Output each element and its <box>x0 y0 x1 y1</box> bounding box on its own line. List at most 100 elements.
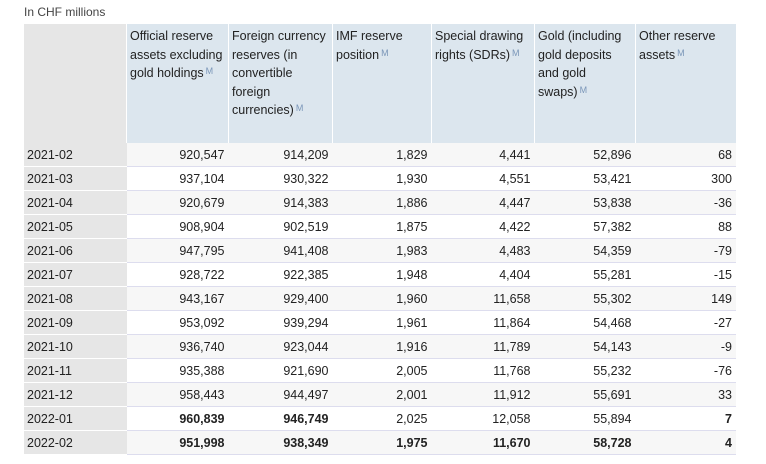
table-cell: 938,349 <box>228 430 333 455</box>
row-period: 2022-02 <box>24 430 127 455</box>
reserves-table: Official reserve assets excluding gold h… <box>24 24 736 455</box>
table-row: 2021-06 947,795 941,408 1,983 4,483 54,359 -79 <box>24 238 736 263</box>
metadata-link[interactable]: M <box>205 66 214 76</box>
table-cell: 11,789 <box>431 334 535 359</box>
table-cell: 53,421 <box>534 166 636 191</box>
table-cell: 53,838 <box>534 190 636 215</box>
table-cell: 1,961 <box>332 310 432 335</box>
table-cell: -36 <box>635 190 736 215</box>
row-period: 2021-09 <box>24 310 127 335</box>
table-cell: 33 <box>635 382 736 407</box>
metadata-link[interactable]: M <box>512 47 520 58</box>
row-period: 2021-11 <box>24 358 127 383</box>
table-cell: 52,896 <box>534 143 636 167</box>
table-cell: 936,740 <box>126 334 229 359</box>
table-cell: 939,294 <box>228 310 333 335</box>
table-cell: 55,894 <box>534 406 636 431</box>
table-cell: 11,864 <box>431 310 535 335</box>
table-cell: 928,722 <box>126 262 229 287</box>
table-cell: 902,519 <box>228 214 333 239</box>
table-cell: 921,690 <box>228 358 333 383</box>
table-row: 2021-10 936,740 923,044 1,916 11,789 54,143 -9 <box>24 334 736 359</box>
table-cell: 958,443 <box>126 382 229 407</box>
row-period: 2021-06 <box>24 238 127 263</box>
table-cell: 930,322 <box>228 166 333 191</box>
table-cell: 1,930 <box>332 166 432 191</box>
table-cell: 149 <box>635 286 736 311</box>
table-cell: 1,948 <box>332 262 432 287</box>
column-header: Other reserve assets M <box>635 24 736 143</box>
table-cell: 68 <box>635 143 736 167</box>
table-row: 2021-03 937,104 930,322 1,930 4,551 53,421 300 <box>24 166 736 191</box>
table-cell: 922,385 <box>228 262 333 287</box>
table-cell: 935,388 <box>126 358 229 383</box>
table-cell: 55,691 <box>534 382 636 407</box>
table-cell: 914,209 <box>228 143 333 167</box>
table-cell: 88 <box>635 214 736 239</box>
row-period: 2021-10 <box>24 334 127 359</box>
table-cell: 11,912 <box>431 382 535 407</box>
row-period: 2022-01 <box>24 406 127 431</box>
unit-caption: In CHF millions <box>24 5 106 19</box>
table-row: 2022-01 960,839 946,749 2,025 12,058 55,894 7 <box>24 406 736 431</box>
table-cell: 4,483 <box>431 238 535 263</box>
table-row: 2021-02 920,547 914,209 1,829 4,441 52,896 68 <box>24 143 736 167</box>
table-cell: 54,468 <box>534 310 636 335</box>
table-cell: 11,658 <box>431 286 535 311</box>
table-row: 2022-02 951,998 938,349 1,975 11,670 58,728 4 <box>24 430 736 455</box>
column-header: Official reserve assets excluding gold h… <box>126 24 229 143</box>
column-header-label: Foreign currency reserves (in convertibl… <box>232 29 326 117</box>
table-cell: 4,551 <box>431 166 535 191</box>
row-period: 2021-02 <box>24 143 127 167</box>
table-cell: 4 <box>635 430 736 455</box>
table-cell: 1,960 <box>332 286 432 311</box>
table-cell: 55,302 <box>534 286 636 311</box>
table-cell: 2,025 <box>332 406 432 431</box>
table-row: 2021-12 958,443 944,497 2,001 11,912 55,691 33 <box>24 382 736 407</box>
metadata-link[interactable]: M <box>295 103 304 113</box>
table-cell: 55,281 <box>534 262 636 287</box>
table-cell: 4,422 <box>431 214 535 239</box>
table-cell: 920,679 <box>126 190 229 215</box>
column-header: IMF reserve position M <box>332 24 432 143</box>
table-body: 2021-02 920,547 914,209 1,829 4,441 52,896 68 2… <box>24 143 736 455</box>
table-cell: 946,749 <box>228 406 333 431</box>
table-cell: -9 <box>635 334 736 359</box>
table-cell: 1,875 <box>332 214 432 239</box>
table-cell: 920,547 <box>126 143 229 167</box>
table-cell: 7 <box>635 406 736 431</box>
table-cell: 4,404 <box>431 262 535 287</box>
corner-cell <box>24 24 127 143</box>
table-cell: 2,005 <box>332 358 432 383</box>
column-header: Gold (including gold deposits and gold s… <box>534 24 636 143</box>
metadata-link[interactable]: M <box>677 47 685 58</box>
table-cell: 55,232 <box>534 358 636 383</box>
table-cell: 58,728 <box>534 430 636 455</box>
table-cell: -79 <box>635 238 736 263</box>
table-cell: 2,001 <box>332 382 432 407</box>
table-cell: 1,916 <box>332 334 432 359</box>
table-cell: 4,447 <box>431 190 535 215</box>
table-cell: 960,839 <box>126 406 229 431</box>
table-cell: 914,383 <box>228 190 333 215</box>
metadata-link[interactable]: M <box>579 84 588 95</box>
table-cell: 54,143 <box>534 334 636 359</box>
column-header-label: Gold (including gold deposits and gold s… <box>538 29 622 99</box>
table-row: 2021-07 928,722 922,385 1,948 4,404 55,281 -15 <box>24 262 736 287</box>
table-cell: 300 <box>635 166 736 191</box>
column-header-label: Official reserve assets excluding gold h… <box>130 29 223 80</box>
table-cell: 11,768 <box>431 358 535 383</box>
table-cell: 947,795 <box>126 238 229 263</box>
table-cell: 941,408 <box>228 238 333 263</box>
row-period: 2021-12 <box>24 382 127 407</box>
column-header: Foreign currency reserves (in convertibl… <box>228 24 333 143</box>
metadata-link[interactable]: M <box>381 47 389 58</box>
header-row: Official reserve assets excluding gold h… <box>24 24 736 143</box>
column-header-label: Other reserve assets <box>639 29 716 62</box>
table-cell: 11,670 <box>431 430 535 455</box>
table-cell: -27 <box>635 310 736 335</box>
table-cell: 951,998 <box>126 430 229 455</box>
row-period: 2021-05 <box>24 214 127 239</box>
column-header-label: Special drawing rights (SDRs) <box>435 29 524 62</box>
table-cell: 944,497 <box>228 382 333 407</box>
